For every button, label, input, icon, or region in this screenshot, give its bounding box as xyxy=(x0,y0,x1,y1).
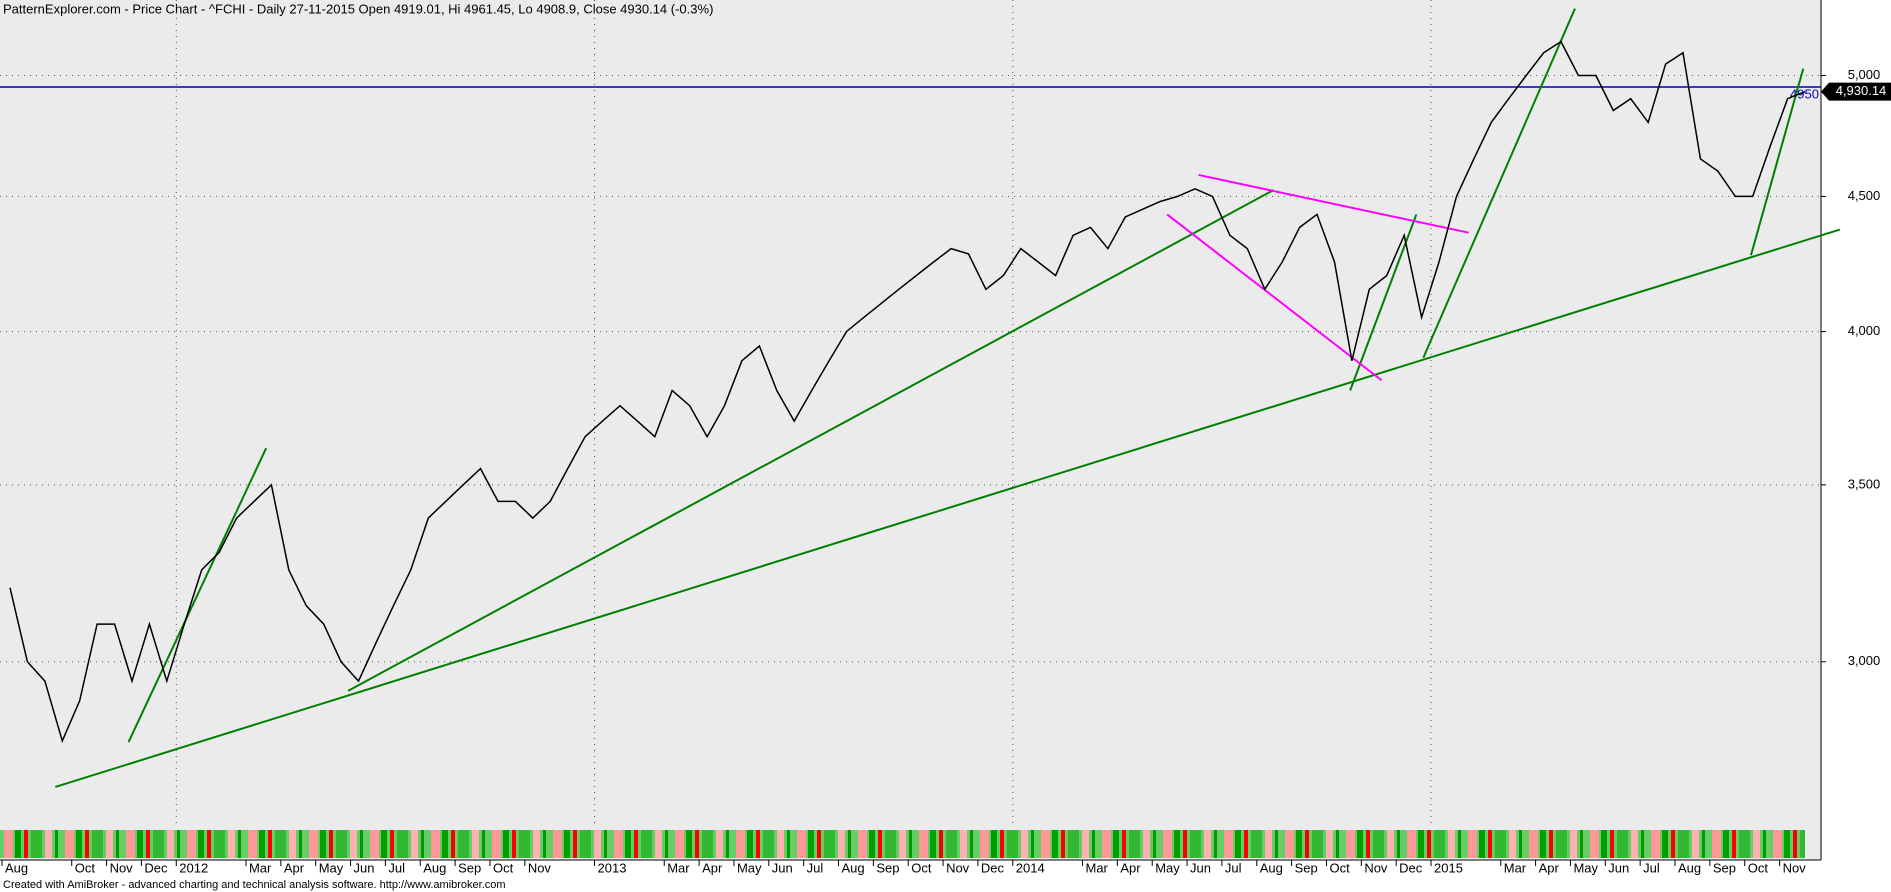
y-tick-label: 4,500 xyxy=(1848,188,1881,203)
x-tick-label: Dec xyxy=(981,860,1005,875)
x-tick-label: Nov xyxy=(528,860,552,875)
trendline xyxy=(1422,8,1576,359)
x-tick-label: Sep xyxy=(1713,860,1736,875)
chart-title: PatternExplorer.com - Price Chart - ^FCH… xyxy=(3,1,713,16)
x-tick-label: Jun xyxy=(1190,860,1211,875)
footer: Created with AmiBroker - advanced charti… xyxy=(3,879,506,891)
trendline xyxy=(127,447,268,743)
x-tick-label: Sep xyxy=(876,860,899,875)
x-tick-label: Mar xyxy=(1085,860,1108,875)
x-tick-label: Aug xyxy=(1260,860,1283,875)
plot-background xyxy=(0,0,1821,860)
y-tick-label: 3,000 xyxy=(1848,653,1881,668)
x-tick-label: Jun xyxy=(772,860,793,875)
trendline xyxy=(1198,173,1469,234)
x-tick-label: Sep xyxy=(458,860,481,875)
x-tick-label: Nov xyxy=(1364,860,1388,875)
y-tick-label: 5,000 xyxy=(1848,67,1881,82)
price-line xyxy=(9,40,1806,744)
x-tick-label: Jul xyxy=(1643,860,1660,875)
x-tick-label: 2015 xyxy=(1434,860,1463,875)
x-tick-label: Mar xyxy=(249,860,272,875)
color-bar xyxy=(0,830,1805,858)
x-tick-label: Oct xyxy=(75,860,96,875)
x-tick-label: 2014 xyxy=(1016,860,1045,875)
x-tick-label: Jun xyxy=(1608,860,1629,875)
x-tick-label: May xyxy=(1155,860,1180,875)
x-tick-label: Dec xyxy=(144,860,168,875)
x-tick-label: May xyxy=(319,860,344,875)
x-tick-label: May xyxy=(1573,860,1598,875)
x-tick-label: Apr xyxy=(284,860,305,875)
y-tick-label: 4,000 xyxy=(1848,323,1881,338)
x-tick-label: Mar xyxy=(1504,860,1527,875)
x-tick-label: Jul xyxy=(1225,860,1242,875)
x-tick-label: Apr xyxy=(1120,860,1141,875)
x-tick-label: Jul xyxy=(388,860,405,875)
trendline xyxy=(347,189,1274,692)
x-tick-label: Aug xyxy=(842,860,865,875)
x-tick-label: Mar xyxy=(667,860,690,875)
trendline xyxy=(55,228,1841,788)
x-tick-label: 2012 xyxy=(179,860,208,875)
price-marker xyxy=(1821,82,1891,101)
x-tick-label: Nov xyxy=(946,860,970,875)
x-tick-label: Oct xyxy=(1748,860,1769,875)
x-tick-label: May xyxy=(737,860,762,875)
x-tick-label: Jul xyxy=(807,860,824,875)
x-tick-label: 2013 xyxy=(598,860,627,875)
trendline xyxy=(1166,213,1383,382)
x-tick-label: Apr xyxy=(702,860,723,875)
x-tick-label: Sep xyxy=(1295,860,1318,875)
x-tick-label: Oct xyxy=(493,860,514,875)
x-tick-label: Aug xyxy=(1678,860,1701,875)
x-tick-label: Dec xyxy=(1399,860,1423,875)
x-tick-label: Oct xyxy=(1329,860,1350,875)
x-tick-label: Aug xyxy=(5,860,28,875)
x-tick-label: Jun xyxy=(354,860,375,875)
x-tick-label: Apr xyxy=(1539,860,1560,875)
x-tick-label: Aug xyxy=(423,860,446,875)
price-marker-label: 4,930.14 xyxy=(1836,83,1887,98)
trendline xyxy=(1750,68,1805,256)
x-tick-label: Nov xyxy=(1783,860,1807,875)
y-tick-label: 3,500 xyxy=(1848,476,1881,491)
x-tick-label: Nov xyxy=(110,860,134,875)
x-tick-label: Oct xyxy=(911,860,932,875)
